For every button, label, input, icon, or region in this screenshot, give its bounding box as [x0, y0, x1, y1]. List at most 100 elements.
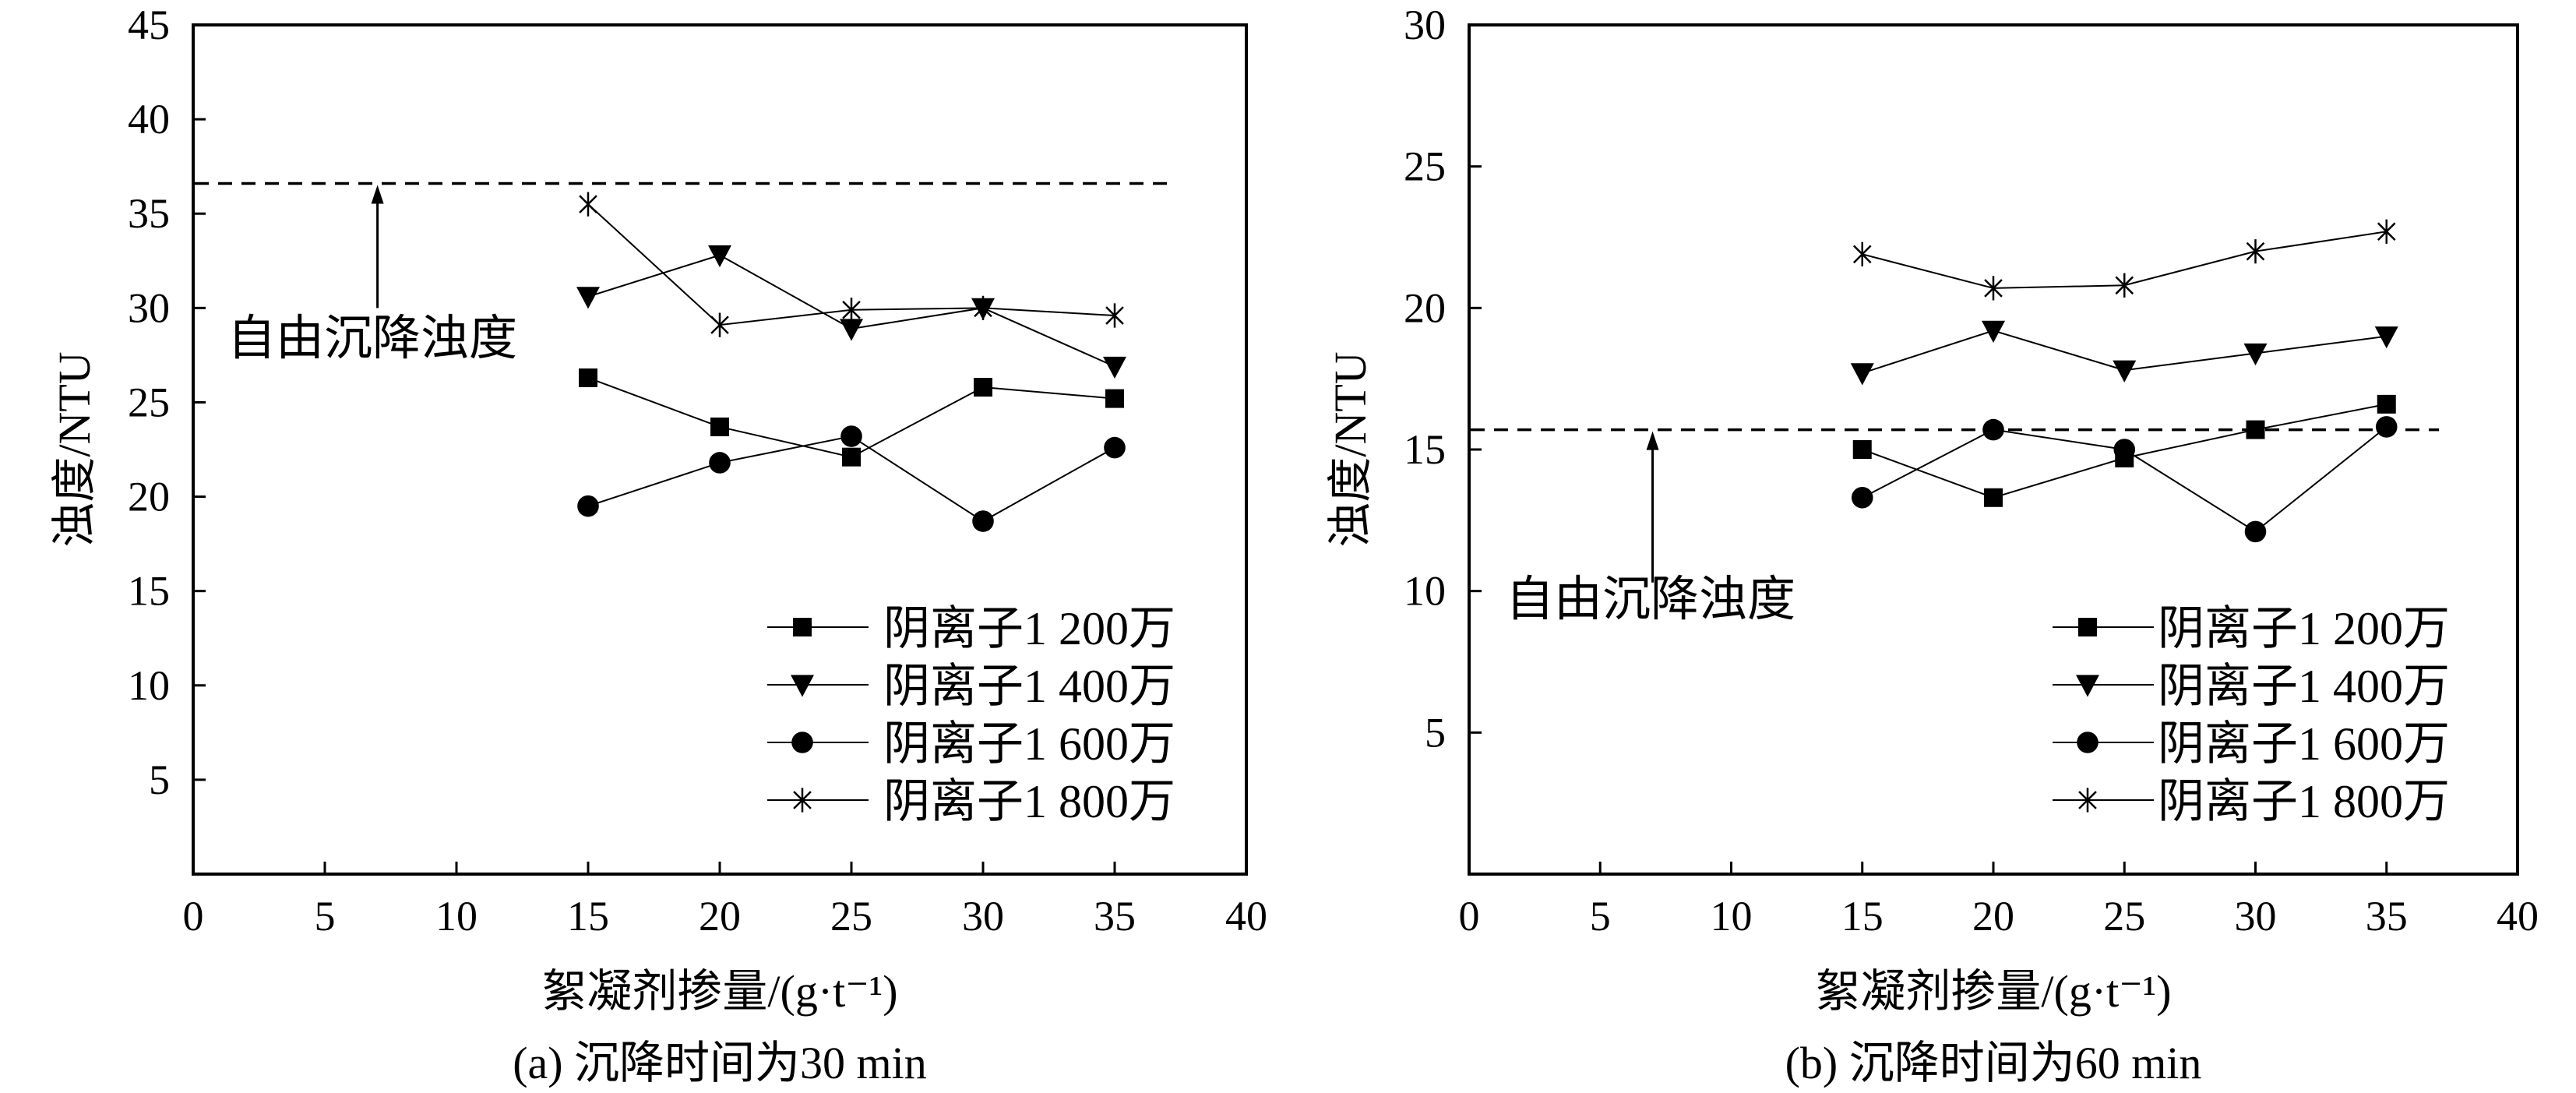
legend-label: 阴离子1 200万	[2158, 603, 2450, 654]
marker-circle	[2113, 439, 2136, 460]
marker-square	[2246, 420, 2265, 439]
x-tick-label: 20	[699, 893, 741, 940]
marker-triangle	[576, 287, 600, 309]
reference-line-label: 自由沉降浊度	[1506, 573, 1795, 626]
x-tick-label: 0	[1459, 893, 1480, 940]
marker-triangle	[2113, 360, 2137, 383]
marker-circle	[2375, 416, 2398, 438]
series-1: 阴离子1 200万	[579, 368, 1175, 654]
x-tick-label: 30	[962, 893, 1004, 940]
legend-label: 阴离子1 800万	[2158, 776, 2450, 827]
marker-square	[2377, 394, 2396, 414]
legend-label: 阴离子1 400万	[883, 661, 1175, 712]
series-2: 阴离子1 400万	[576, 245, 1175, 712]
chart-b: 0 5 10 15 20 25 30 35 40 5 10 15 20 25 30 絮凝剂掺量/(g·t⁻¹)…	[1325, 2, 2539, 1088]
marker-circle	[1851, 486, 1873, 509]
y-tick-label: 15	[128, 568, 170, 615]
marker-square	[710, 417, 729, 436]
y-tick-label: 10	[1404, 568, 1446, 615]
marker-square	[842, 447, 861, 467]
y-axis-label: 浊度/NTU	[49, 351, 100, 547]
marker-triangle	[1103, 356, 1126, 379]
y-tick-label: 40	[128, 96, 170, 143]
x-axis-label: 絮凝剂掺量/(g·t⁻¹)	[1815, 966, 2171, 1017]
marker-asterisk	[579, 192, 597, 217]
marker-asterisk	[2115, 273, 2134, 298]
y-tick-label: 45	[128, 2, 170, 48]
x-tick-label: 25	[2103, 893, 2145, 940]
marker-asterisk	[2246, 239, 2265, 264]
series-4: 阴离子1 800万	[1852, 219, 2450, 827]
y-tick-label: 5	[1425, 709, 1446, 756]
legend-label: 阴离子1 200万	[883, 603, 1175, 654]
x-tick-label: 10	[1711, 893, 1753, 940]
marker-circle	[791, 732, 813, 753]
x-tick-label: 5	[1590, 893, 1611, 940]
marker-square	[1852, 440, 1872, 459]
marker-asterisk	[793, 788, 812, 813]
marker-circle	[709, 452, 731, 474]
x-tick-label: 0	[183, 893, 204, 940]
series-3: 阴离子1 600万	[577, 425, 1175, 770]
marker-asterisk	[842, 298, 861, 323]
marker-circle	[577, 495, 599, 517]
marker-circle	[1104, 436, 1126, 459]
y-tick-label: 25	[1404, 143, 1446, 190]
chart-caption: (a) 沉降时间为30 min	[513, 1038, 927, 1088]
marker-asterisk	[1105, 303, 1124, 328]
marker-square	[974, 378, 992, 397]
x-tick-label: 25	[830, 893, 872, 940]
marker-circle	[1982, 418, 2004, 441]
legend-label: 阴离子1 800万	[883, 776, 1175, 827]
arrow-head-icon	[1646, 431, 1659, 450]
y-tick-label: 20	[1404, 284, 1446, 331]
series-4: 阴离子1 800万	[579, 192, 1175, 827]
marker-square	[793, 618, 812, 636]
x-tick-label: 20	[1972, 893, 2014, 940]
marker-asterisk	[1984, 276, 2003, 301]
marker-circle	[972, 510, 994, 532]
marker-asterisk	[2078, 788, 2097, 813]
marker-triangle	[2076, 675, 2099, 697]
marker-triangle	[2243, 343, 2268, 366]
marker-asterisk	[1852, 242, 1872, 266]
x-tick-label: 15	[567, 893, 609, 940]
series-1: 阴离子1 200万	[1852, 394, 2450, 654]
marker-triangle	[1850, 363, 1874, 386]
marker-triangle	[791, 675, 814, 697]
marker-square	[1105, 389, 1124, 408]
y-tick-label: 5	[149, 756, 170, 803]
legend-label: 阴离子1 400万	[2158, 661, 2450, 712]
x-tick-label: 15	[1841, 893, 1884, 940]
marker-circle	[840, 425, 862, 447]
y-tick-label: 30	[1404, 2, 1446, 48]
x-tick-label: 30	[2235, 893, 2277, 940]
x-tick-label: 40	[2497, 893, 2539, 940]
y-tick-label: 10	[128, 662, 170, 709]
series-3: 阴离子1 600万	[1851, 416, 2450, 770]
marker-square	[2078, 618, 2097, 636]
marker-asterisk	[974, 295, 992, 320]
legend-label: 阴离子1 600万	[2158, 718, 2450, 770]
x-tick-label: 40	[1225, 893, 1267, 940]
reference-line-label: 自由沉降浊度	[227, 312, 517, 365]
series-2: 阴离子1 400万	[1850, 320, 2450, 712]
y-axis-label: 浊度/NTU	[1325, 351, 1376, 547]
legend-label: 阴离子1 600万	[883, 718, 1175, 770]
marker-circle	[2077, 732, 2099, 753]
marker-triangle	[708, 245, 731, 268]
marker-asterisk	[2377, 219, 2396, 244]
marker-square	[579, 368, 597, 387]
y-tick-label: 20	[128, 474, 170, 520]
marker-square	[1984, 488, 2003, 507]
chart-caption: (b) 沉降时间为60 min	[1785, 1038, 2202, 1088]
marker-triangle	[840, 319, 863, 341]
x-axis-label: 絮凝剂掺量/(g·t⁻¹)	[541, 966, 897, 1017]
x-tick-label: 35	[1094, 893, 1136, 940]
x-tick-label: 5	[315, 893, 336, 940]
chart-a: 0 5 10 15 20 25 30 35 40 5 10 15 20 25 30 35 40 45 絮凝剂掺量/(…	[49, 2, 1267, 1088]
marker-asterisk	[710, 312, 729, 337]
y-tick-label: 35	[128, 190, 170, 237]
x-tick-label: 10	[435, 893, 477, 940]
